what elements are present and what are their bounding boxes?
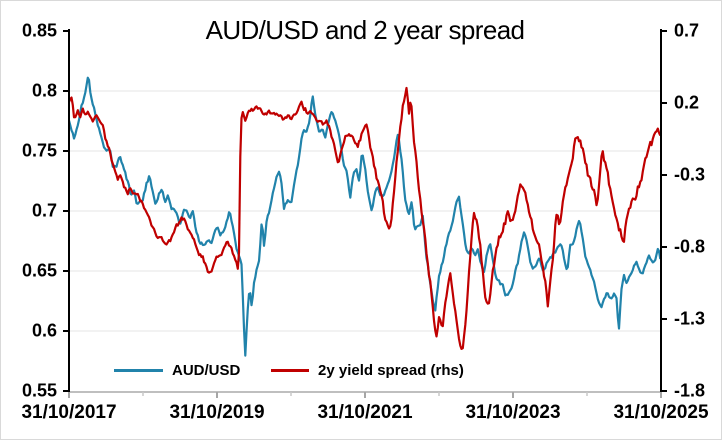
x-axis-tick-label: 31/10/2023 bbox=[465, 402, 561, 423]
left-axis-tick-label: 0.65 bbox=[21, 260, 57, 281]
right-axis-tick-label: 0.2 bbox=[674, 92, 700, 113]
series-line-2y-yield-spread bbox=[67, 86, 662, 350]
x-axis-tick-label: 31/10/2021 bbox=[317, 402, 413, 423]
legend-item-aud-usd: AUD/USD bbox=[114, 361, 241, 379]
left-axis-tick-label: 0.8 bbox=[31, 80, 57, 101]
legend-label-aud-usd: AUD/USD bbox=[172, 361, 241, 379]
right-axis-tick-label: -1.8 bbox=[674, 380, 706, 401]
left-axis-tick-label: 0.75 bbox=[21, 140, 57, 161]
x-axis-tick-label: 31/10/2019 bbox=[169, 402, 265, 423]
right-axis-tick-label: -0.8 bbox=[674, 236, 706, 257]
legend-line-sample-2y-yield-spread bbox=[271, 368, 309, 372]
chart-title: AUD/USD and 2 year spread bbox=[205, 15, 525, 45]
legend-label-2y-yield-spread: 2y yield spread (rhs) bbox=[318, 361, 464, 379]
right-axis-tick-label: -0.3 bbox=[674, 164, 706, 185]
right-axis-tick-label: -1.3 bbox=[674, 308, 706, 329]
x-axis-tick-label: 31/10/2017 bbox=[21, 402, 117, 423]
right-axis-tick-label: 0.7 bbox=[674, 20, 700, 41]
series-line-aud-usd bbox=[67, 76, 662, 357]
legend-item-2y-yield-spread: 2y yield spread (rhs) bbox=[271, 361, 464, 379]
x-axis-tick-label: 31/10/2025 bbox=[613, 402, 709, 423]
left-axis-tick-label: 0.85 bbox=[21, 20, 57, 41]
legend-line-sample-aud-usd bbox=[114, 368, 163, 372]
left-axis-tick-label: 0.55 bbox=[21, 380, 57, 401]
left-axis-tick-label: 0.7 bbox=[31, 200, 57, 221]
left-axis-tick-label: 0.6 bbox=[31, 320, 57, 341]
